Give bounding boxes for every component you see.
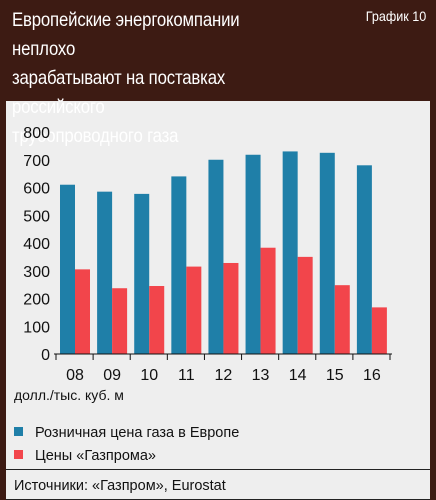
x-tick-label: 15	[326, 367, 344, 384]
chart-header	[0, 0, 436, 101]
y-tick-label: 100	[23, 319, 50, 336]
chart-number-tag: График 10	[365, 8, 426, 24]
bar-retail-11	[171, 176, 187, 354]
legend-item-gazprom: Цены «Газпрома»	[14, 448, 156, 464]
bar-gazprom-15	[334, 285, 350, 354]
frame-left	[0, 101, 6, 500]
bar-gazprom-09	[112, 288, 128, 354]
x-tick-label: 14	[289, 367, 307, 384]
x-tick-label: 09	[103, 367, 121, 384]
y-tick-label: 700	[23, 153, 50, 170]
legend-item-retail: Розничная цена газа в Европе	[14, 425, 239, 441]
x-tick-label: 13	[252, 367, 270, 384]
bar-gazprom-13	[260, 247, 276, 354]
bar-gazprom-08	[75, 269, 90, 354]
bar-retail-13	[245, 154, 261, 354]
y-tick-label: 300	[23, 264, 50, 281]
bar-retail-08	[60, 184, 75, 354]
frame-right	[430, 101, 436, 500]
y-tick-label: 400	[23, 236, 50, 253]
bar-retail-16	[356, 165, 372, 354]
bar-gazprom-12	[223, 262, 239, 354]
bar-gazprom-16	[371, 307, 387, 354]
x-tick-label: 08	[66, 367, 84, 384]
bar-gazprom-11	[186, 266, 202, 354]
bar-retail-09	[97, 191, 113, 354]
bar-retail-15	[319, 152, 335, 354]
x-tick-label: 10	[140, 367, 158, 384]
y-unit-label: долл./тыс. куб. м	[14, 387, 124, 403]
legend-label-gazprom: Цены «Газпрома»	[35, 448, 156, 464]
bar-chart: 0 100 200 300 400 500 600 700 800 08 09 10 11 12 13 14 1…	[23, 125, 392, 384]
source-note: Источники: «Газпром», Eurostat	[14, 478, 226, 494]
bar-retail-12	[208, 159, 224, 354]
y-tick-label: 800	[23, 125, 50, 142]
x-tick-label: 12	[215, 367, 233, 384]
y-tick-label: 0	[41, 347, 50, 364]
x-tick-label: 11	[178, 367, 195, 384]
legend-swatch-retail	[14, 427, 23, 436]
bar-gazprom-14	[297, 256, 313, 354]
source-divider	[6, 469, 430, 470]
chart-title: Европейские энергокомпании неплохо зараб…	[12, 9, 240, 147]
y-tick-label: 600	[23, 181, 50, 198]
x-tick-label: 16	[363, 367, 381, 384]
legend-swatch-gazprom	[14, 450, 23, 459]
legend-label-retail: Розничная цена газа в Европе	[35, 425, 240, 441]
y-tick-label: 200	[23, 292, 50, 309]
bar-retail-14	[282, 151, 298, 354]
bar-gazprom-10	[149, 286, 165, 354]
bar-retail-10	[134, 193, 150, 354]
y-tick-label: 500	[23, 208, 50, 225]
